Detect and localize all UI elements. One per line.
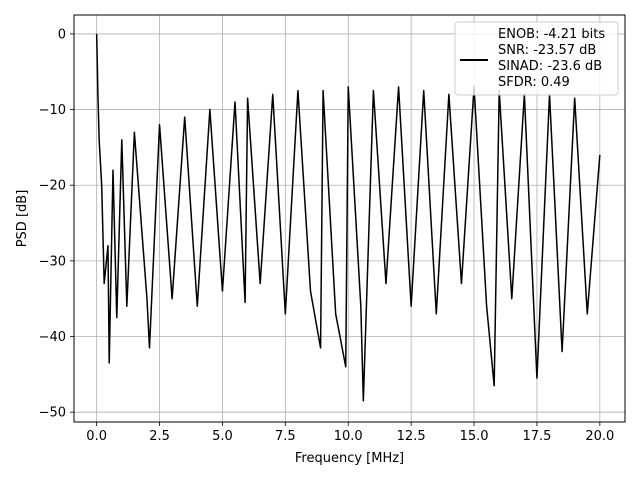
x-tick-label: 20.0	[585, 429, 614, 444]
legend: ENOB: -4.21 bits SNR: -23.57 dB SINAD: -…	[454, 21, 619, 96]
legend-enob: ENOB: -4.21 bits	[498, 27, 605, 42]
x-tick-label: 17.5	[522, 429, 551, 444]
y-axis-label: PSD [dB]	[15, 190, 30, 248]
psd-trace	[95, 33, 601, 402]
x-tick-label: 5.0	[212, 429, 233, 444]
x-axis-label: Frequency [MHz]	[295, 451, 404, 466]
x-tick-label: 7.5	[275, 429, 296, 444]
grid-lines	[74, 15, 625, 422]
y-tick-label: −20	[39, 179, 66, 194]
x-tick-label: 2.5	[149, 429, 170, 444]
y-tick-label: −50	[39, 406, 66, 421]
x-tick-label: 10.0	[334, 429, 363, 444]
legend-sfdr: SFDR: 0.49	[498, 75, 570, 90]
x-tick-label: 15.0	[460, 429, 489, 444]
psd-series-line	[95, 33, 601, 402]
plot-frame	[73, 14, 626, 423]
x-ticks: 0.0 2.5 5.0 7.5 10.0 12.5 15.0 17.5 20.0	[86, 422, 614, 444]
x-tick-label: 0.0	[86, 429, 107, 444]
y-tick-label: −30	[39, 254, 66, 269]
x-tick-label: 12.5	[397, 429, 426, 444]
y-tick-label: −40	[39, 330, 66, 345]
legend-snr: SNR: -23.57 dB	[498, 43, 596, 58]
legend-box	[454, 21, 619, 96]
y-tick-label: 0	[58, 27, 66, 42]
y-tick-label: −10	[39, 103, 66, 118]
y-ticks: 0 −10 −20 −30 −40 −50	[39, 27, 74, 421]
legend-sinad: SINAD: -23.6 dB	[498, 59, 602, 74]
